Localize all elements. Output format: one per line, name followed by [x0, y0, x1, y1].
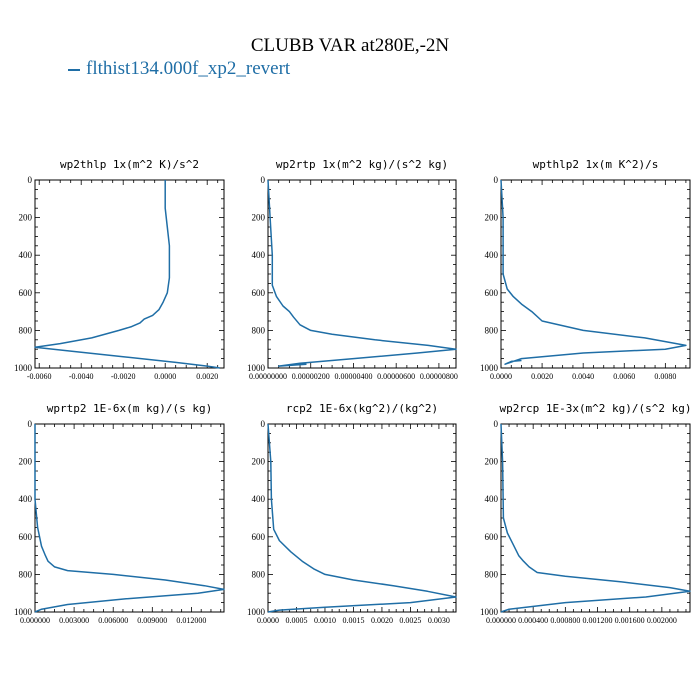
- y-tick-label: 1000: [480, 363, 499, 373]
- y-tick-label: 600: [485, 532, 499, 542]
- legend-label: flthist134.000f_xp2_revert: [86, 58, 291, 79]
- panel-title: rcp2 1E-6x(kg^2)/(kg^2): [286, 402, 438, 415]
- y-tick-label: 600: [252, 532, 266, 542]
- y-tick-label: 0: [494, 419, 499, 429]
- x-tick-label: 0.0060: [613, 372, 635, 381]
- y-tick-label: 800: [19, 325, 33, 335]
- x-tick-label: 0.0000: [490, 372, 512, 381]
- series-line: [267, 423, 457, 613]
- y-tick-label: 0: [261, 419, 266, 429]
- x-tick-label: 0.00000400: [334, 372, 372, 381]
- y-tick-label: 1000: [247, 607, 266, 617]
- y-tick-label: 1000: [14, 607, 33, 617]
- panel-title: wp2thlp 1x(m^2 K)/s^2: [60, 158, 199, 171]
- y-tick-label: 400: [252, 494, 266, 504]
- y-tick-label: 800: [252, 325, 266, 335]
- y-tick-label: 200: [252, 213, 266, 223]
- x-tick-label: 0.0015: [342, 616, 364, 625]
- panel-title: wp2rcp 1E-3x(m^2 kg)/(s^2 kg): [499, 402, 691, 415]
- y-tick-label: 400: [252, 250, 266, 260]
- y-tick-label: 200: [485, 457, 499, 467]
- x-tick-label: 0.0030: [428, 616, 450, 625]
- x-tick-label: 0.00000000: [249, 372, 287, 381]
- plot-frame: [267, 423, 457, 613]
- panel-4: wprtp2 1E-6x(m kg)/(s kg) 0 200 400 600 800 10…: [14, 402, 225, 625]
- x-tick-label: 0.0000: [154, 372, 176, 381]
- x-tick-label: 0.000000: [20, 616, 50, 625]
- y-tick-label: 200: [485, 213, 499, 223]
- x-tick-label: -0.0040: [69, 372, 94, 381]
- x-tick-label: 0.002000: [647, 616, 677, 625]
- y-tick-label: 0: [28, 175, 33, 185]
- series-line: [500, 179, 687, 365]
- x-tick-label: 0.0040: [572, 372, 594, 381]
- y-tick-label: 0: [28, 419, 33, 429]
- panel-title: wprtp2 1E-6x(m kg)/(s kg): [47, 402, 213, 415]
- x-tick-label: 0.0025: [399, 616, 421, 625]
- plot-frame: [500, 179, 691, 369]
- x-tick-label: 0.0020: [196, 372, 218, 381]
- legend-swatch: [68, 68, 80, 71]
- y-tick-label: 1000: [14, 363, 33, 373]
- y-tick-label: 800: [252, 569, 266, 579]
- plot-frame: [500, 423, 691, 613]
- x-tick-label: 0.0005: [285, 616, 307, 625]
- y-tick-label: 600: [485, 288, 499, 298]
- y-tick-label: 400: [19, 494, 33, 504]
- y-tick-label: 0: [494, 175, 499, 185]
- panel-title: wp2rtp 1x(m^2 kg)/(s^2 kg): [276, 158, 448, 171]
- y-tick-label: 600: [252, 288, 266, 298]
- series-line: [500, 423, 691, 613]
- x-tick-label: 0.000400: [518, 616, 548, 625]
- x-tick-label: 0.0010: [314, 616, 336, 625]
- figure-title: CLUBB VAR at280E,-2N: [250, 35, 450, 56]
- plot-frame: [267, 179, 457, 369]
- y-tick-label: 800: [19, 569, 33, 579]
- panel-3: wpthlp2 1x(m K^2)/s020040060080010000.00…: [480, 158, 691, 381]
- x-tick-label: 0.006000: [98, 616, 128, 625]
- x-tick-label: 0.001200: [583, 616, 613, 625]
- x-tick-label: -0.0020: [111, 372, 136, 381]
- panel-5: rcp2 1E-6x(kg^2)/(kg^2) 0 200 400 600 800 1000…: [247, 402, 457, 625]
- x-tick-label: 0.001600: [615, 616, 645, 625]
- panel-title: wpthlp2 1x(m K^2)/s: [533, 158, 659, 171]
- x-tick-label: 0.003000: [59, 616, 89, 625]
- y-tick-label: 200: [19, 457, 33, 467]
- y-tick-label: 600: [19, 532, 33, 542]
- x-tick-label: 0.012000: [176, 616, 206, 625]
- y-tick-label: 1000: [480, 607, 499, 617]
- x-tick-label: 0.0080: [654, 372, 676, 381]
- x-tick-label: 0.0020: [531, 372, 553, 381]
- series-line: [267, 179, 457, 367]
- panel-1: wp2thlp 1x(m^2 K)/s^202004006008001000-0…: [14, 158, 225, 381]
- y-tick-label: 400: [19, 250, 33, 260]
- panel-2: wp2rtp 1x(m^2 kg)/(s^2 kg) 0 200 400 600 800 1…: [247, 158, 458, 381]
- y-tick-label: 400: [485, 494, 499, 504]
- series-line: [34, 424, 225, 613]
- legend: flthist134.000f_xp2_revert: [68, 58, 290, 80]
- x-tick-label: 0.000000: [486, 616, 516, 625]
- y-tick-label: 0: [261, 175, 266, 185]
- y-tick-label: 400: [485, 250, 499, 260]
- y-tick-label: 200: [252, 457, 266, 467]
- x-tick-label: 0.009000: [137, 616, 167, 625]
- y-tick-label: 800: [485, 325, 499, 335]
- x-tick-label: 0.00000600: [377, 372, 415, 381]
- panel-6: wp2rcp 1E-3x(m^2 kg)/(s^2 kg)0 200 400 600 8…: [480, 402, 692, 625]
- x-tick-label: 0.00000200: [292, 372, 330, 381]
- x-tick-label: -0.0060: [27, 372, 52, 381]
- x-tick-label: 0.0000: [257, 616, 279, 625]
- x-tick-label: 0.00000800: [420, 372, 458, 381]
- x-tick-label: 0.000800: [550, 616, 580, 625]
- series-line: [34, 180, 220, 369]
- plot-frame: [34, 179, 225, 369]
- y-tick-label: 1000: [247, 363, 266, 373]
- y-tick-label: 200: [19, 213, 33, 223]
- y-tick-label: 800: [485, 569, 499, 579]
- x-tick-label: 0.0020: [371, 616, 393, 625]
- y-tick-label: 600: [19, 288, 33, 298]
